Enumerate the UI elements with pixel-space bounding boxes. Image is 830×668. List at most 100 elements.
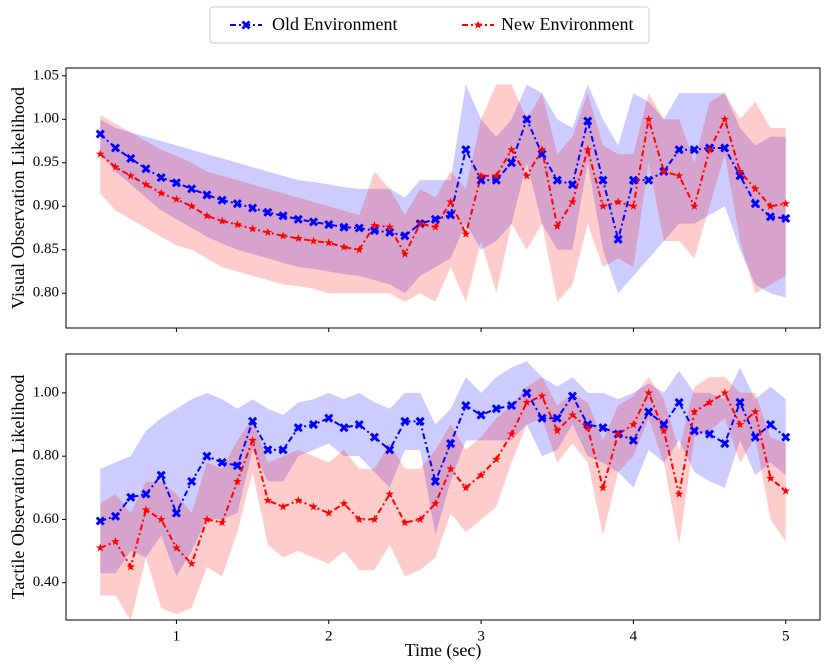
marker [400,231,410,241]
x-tick-label: 5 [782,628,790,644]
marker [689,426,699,436]
marker [233,220,242,229]
marker [324,508,334,517]
marker [202,211,212,220]
marker [324,238,334,247]
marker [217,195,227,205]
marker [156,173,166,183]
marker [720,438,730,449]
marker [111,162,120,171]
marker [415,416,425,426]
marker [278,211,288,221]
marker [750,184,760,193]
marker [172,543,181,552]
marker [568,197,577,206]
marker [552,175,562,185]
marker [294,495,303,505]
marker [446,197,455,206]
marker [430,214,440,224]
marker [354,514,364,524]
marker [492,454,501,463]
marker [126,171,136,180]
marker [95,149,105,158]
y-tick-label: 0.85 [33,241,59,257]
marker [126,153,136,163]
marker [644,407,654,417]
marker [370,220,379,230]
marker [765,419,776,430]
marker [583,423,592,432]
marker [491,404,501,414]
band [100,84,786,302]
y-tick-label: 0.90 [33,198,59,214]
marker [583,116,593,126]
marker [446,438,456,449]
line [99,116,786,257]
marker [263,227,273,236]
marker [522,388,532,398]
marker [720,114,730,123]
marker [522,397,532,407]
marker [446,210,456,220]
marker [598,201,608,210]
marker [278,231,288,240]
y-tick-label: 1.00 [33,384,59,400]
y-tick-label: 0.60 [33,511,59,527]
marker [217,216,227,225]
x-tick-label: 3 [477,628,485,644]
marker [415,219,425,228]
line [99,391,787,522]
marker [431,222,440,231]
marker [354,223,364,233]
marker [705,145,714,154]
marker [522,171,532,180]
marker [141,489,151,499]
marker [507,429,516,438]
marker [309,502,318,511]
marker [629,420,638,429]
y-tick-label: 0.40 [33,574,59,590]
marker [172,194,181,203]
marker [674,397,684,407]
marker [735,166,745,176]
marker [705,397,714,407]
marker [248,203,258,213]
marker [629,201,638,210]
marker [95,516,105,526]
marker [720,143,730,153]
legend-marker [473,20,483,29]
marker [598,483,608,492]
marker [248,224,257,233]
marker [339,222,349,232]
marker [339,242,349,251]
marker [156,470,166,480]
marker [95,129,105,139]
marker [141,505,151,514]
plot-frame [65,353,821,621]
marker [294,233,303,243]
marker [461,400,471,411]
marker [400,416,410,426]
marker [476,175,486,185]
y-tick-label: 0.80 [33,448,59,464]
y-axis-label: Tactile Observation Likelihood [8,375,28,600]
marker [476,171,486,180]
band [100,84,786,298]
marker [766,473,775,482]
marker [263,445,273,455]
marker [690,201,699,210]
marker [202,190,212,200]
marker [537,149,547,159]
marker [735,171,745,181]
marker [461,229,471,238]
y-tick-label: 1.00 [33,111,59,127]
marker [233,476,242,486]
marker [781,199,791,208]
legend-marker [241,20,251,30]
marker [598,175,608,185]
marker [690,407,699,416]
marker [110,143,121,153]
marker [781,213,791,223]
marker [689,145,699,155]
